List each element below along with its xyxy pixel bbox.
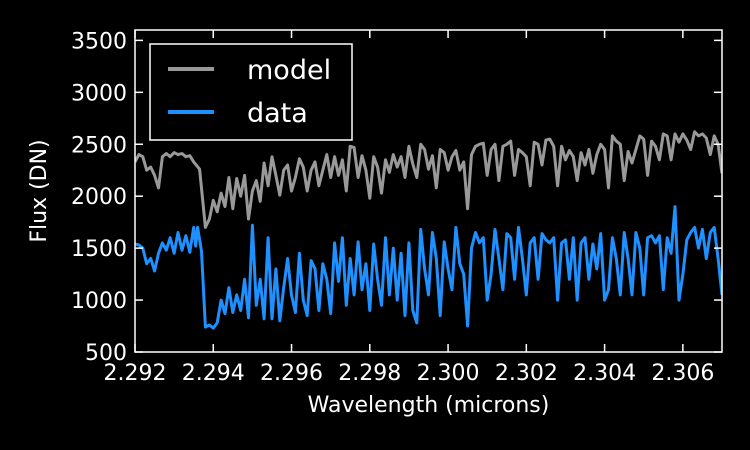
legend: model data [149,43,353,141]
series-line-data [135,205,722,330]
y-tick-label: 3500 [71,29,127,54]
x-tick-label: 2.298 [338,361,401,386]
x-tick-label: 2.292 [104,361,167,386]
legend-box [149,43,353,141]
y-tick-label: 2000 [71,185,127,210]
x-tick-label: 2.306 [651,361,714,386]
series-layer [135,130,722,330]
y-tick-label: 3000 [71,81,127,106]
y-tick-label: 1500 [71,237,127,262]
x-tick-label: 2.296 [260,361,323,386]
ticks-layer: 2.292 2.294 2.296 2.298 2.300 2.302 2.304 2.306… [71,29,722,386]
x-tick-label: 2.294 [182,361,245,386]
x-tick-label: 2.302 [495,361,558,386]
legend-label-model: model [247,55,331,86]
y-tick-label: 500 [85,341,127,366]
x-axis-label: Wavelength (microns) [308,393,550,418]
y-axis-label: Flux (DN) [27,139,52,242]
y-tick-label: 2500 [71,133,127,158]
x-tick-label: 2.300 [417,361,480,386]
legend-label-data: data [247,98,308,129]
x-tick-label: 2.304 [573,361,636,386]
series-line-model [135,130,722,229]
y-tick-label: 1000 [71,289,127,314]
plot-frame [134,29,723,353]
